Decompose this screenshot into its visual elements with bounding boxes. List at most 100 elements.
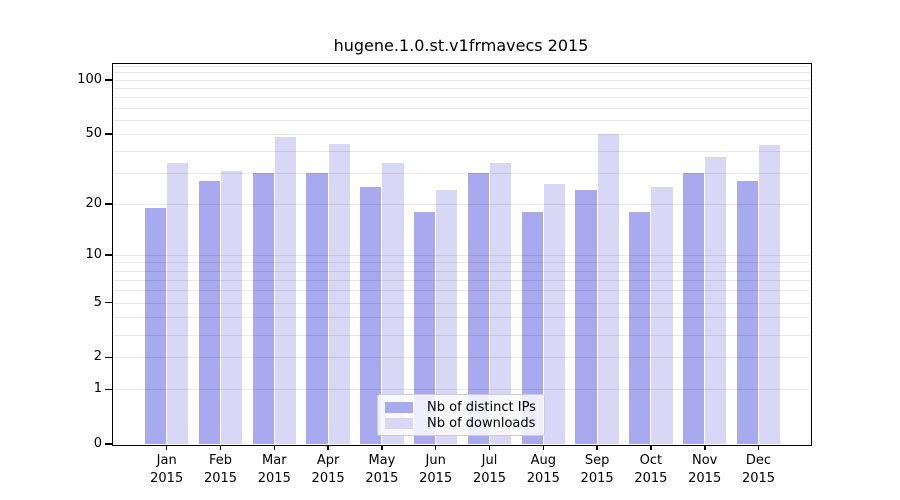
x-axis-tick [434,445,437,450]
y-axis-tick-label: 1 [93,381,102,397]
y-axis-tick [105,301,112,304]
x-axis-tick [165,445,168,450]
x-axis-tick [596,445,598,450]
month-label: Jul [481,453,498,468]
bar-downloads-oct [651,186,673,444]
x-axis-tick-label: Dec 2015 [729,452,789,488]
legend-item-downloads: Nb of downloads [385,415,536,431]
y-axis-tick-label: 2 [93,349,102,365]
x-axis-tick-label: Mar 2015 [244,452,304,488]
gridline-y60 [112,119,810,121]
gridline-y100 [112,79,810,81]
bar-distinct-ips-aug [521,211,543,444]
gridline-y90 [112,88,810,90]
y-axis-tick-label: 0 [93,436,102,451]
bar-distinct-ips-may [360,186,382,444]
year-label: 2015 [365,471,399,486]
y-axis-tick [105,133,112,135]
bar-downloads-nov [705,157,727,444]
month-label: Sep [584,453,610,468]
bar-downloads-jun [436,190,458,444]
year-label: 2015 [526,471,560,486]
gridline-y70 [112,107,810,109]
x-axis-tick [273,445,275,450]
legend: Nb of distinct IPs Nb of downloads [377,394,545,436]
x-axis-tick-label: Jun 2015 [406,452,466,488]
y-axis-tick-label: 10 [85,246,102,262]
year-label: 2015 [419,471,453,486]
year-label: 2015 [741,471,776,486]
bar-downloads-jul [490,163,512,444]
legend-swatch-downloads [385,417,413,429]
x-axis-tick-label: Jul 2015 [460,452,520,488]
month-label: May [368,453,396,468]
x-axis-tick-label: Feb 2015 [191,452,251,488]
y-axis-tick [105,254,112,256]
month-label: Dec [745,453,772,468]
bar-distinct-ips-mar [252,173,274,444]
y-axis-tick [105,79,112,81]
x-axis-tick-label: Sep 2015 [567,452,627,488]
month-label: Oct [639,453,663,468]
bar-distinct-ips-sep [575,190,597,444]
legend-label-distinct-ips: Nb of distinct IPs [427,399,536,415]
month-label: Aug [530,453,556,468]
bar-downloads-aug [543,183,565,444]
bar-distinct-ips-apr [306,173,328,444]
x-axis-tick-label: Nov 2015 [675,452,735,488]
y-axis-tick [105,388,112,391]
year-label: 2015 [472,471,507,486]
bar-distinct-ips-jul [467,173,489,444]
legend-swatch-distinct-ips [385,401,413,413]
year-label: 2015 [688,471,722,486]
x-axis-tick-label: Oct 2015 [621,452,681,488]
bar-distinct-ips-jan [145,207,167,444]
y-axis-tick-label: 50 [85,125,102,141]
x-axis-tick [488,445,491,450]
bar-distinct-ips-feb [198,181,220,444]
month-label: Jan [156,453,177,468]
year-label: 2015 [150,471,184,486]
x-axis-tick-label: Apr 2015 [298,452,358,488]
x-axis-tick [219,445,222,450]
legend-item-distinct-ips: Nb of distinct IPs [385,399,536,415]
x-axis-tick [381,445,383,450]
gridline-y120 [112,65,810,67]
gridline-y80 [112,97,810,99]
year-label: 2015 [580,471,614,486]
bar-downloads-dec [759,145,781,444]
x-axis-tick-label: Jan 2015 [137,452,197,488]
chart-title: hugene.1.0.st.v1frmavecs 2015 [333,36,589,55]
month-label: Nov [692,453,718,468]
month-label: Apr [316,453,340,468]
bar-distinct-ips-jun [414,211,436,444]
bar-downloads-mar [274,136,296,444]
bar-downloads-sep [597,133,619,444]
month-label: Feb [208,453,233,468]
y-axis-tick [105,203,112,205]
x-axis-tick-label: Aug 2015 [513,452,573,488]
bar-downloads-feb [221,170,243,444]
y-axis-tick [105,443,112,445]
gridline-y110 [112,72,810,74]
bar-downloads-apr [328,143,350,444]
x-axis-tick [327,445,329,450]
x-axis-tick [757,445,760,450]
x-axis-tick [704,445,706,450]
year-label: 2015 [257,471,291,486]
y-axis-tick-label: 5 [93,294,102,310]
bar-distinct-ips-oct [629,211,651,444]
bar-downloads-jan [167,163,189,444]
y-axis-tick-label: 100 [77,71,102,87]
y-axis-tick-label: 20 [85,195,102,211]
bar-distinct-ips-nov [683,173,705,444]
year-label: 2015 [634,471,668,486]
year-label: 2015 [311,471,345,486]
month-label: Jun [425,453,446,468]
year-label: 2015 [203,471,238,486]
y-axis-tick [105,356,112,359]
gridline-y50 [112,133,810,135]
bar-distinct-ips-dec [736,181,758,444]
gridline-y40 [112,151,810,152]
